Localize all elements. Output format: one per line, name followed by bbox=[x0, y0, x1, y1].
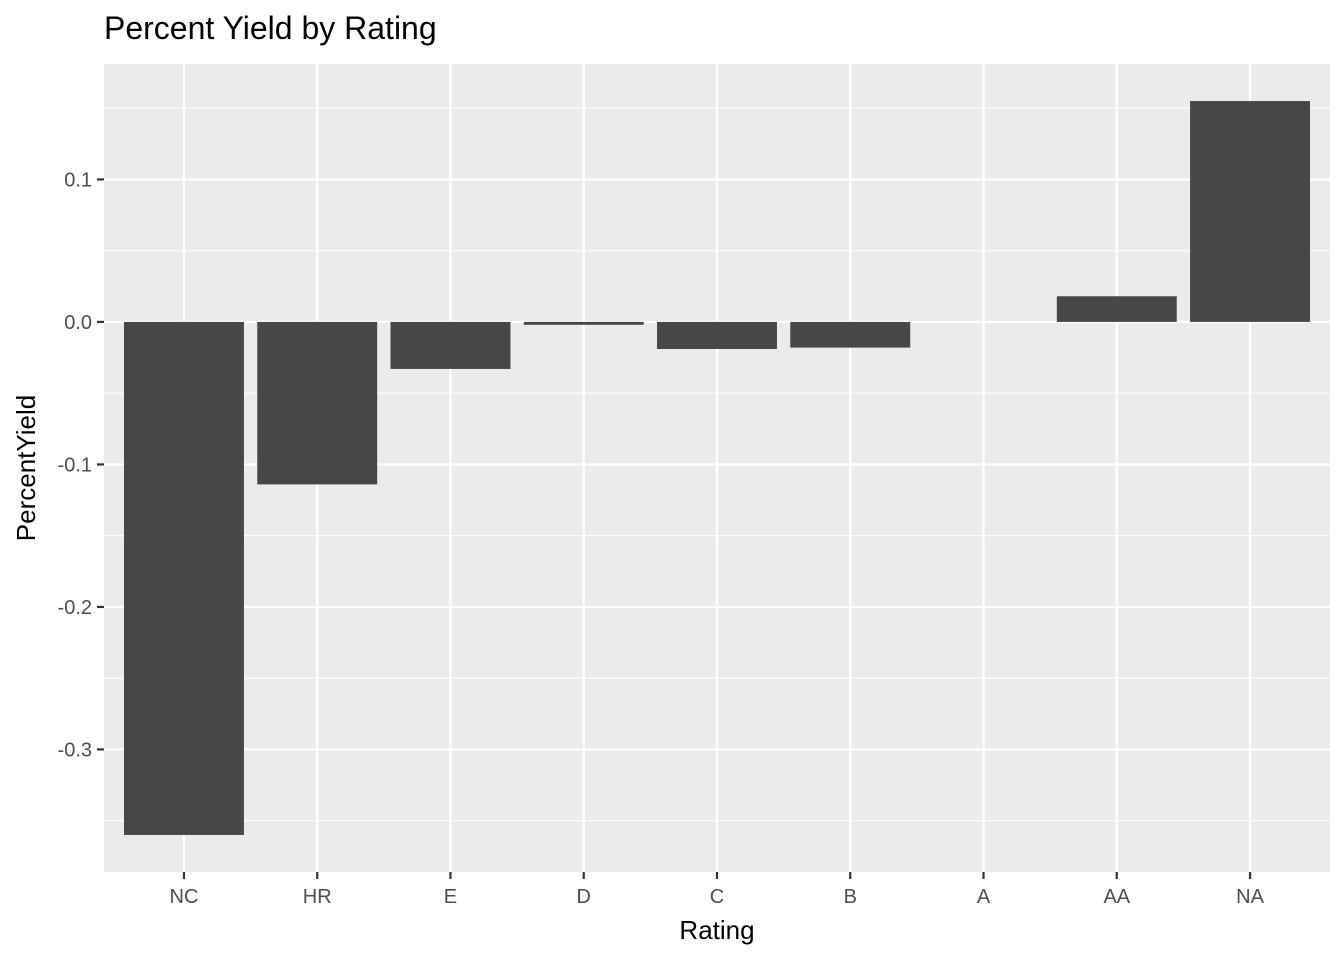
x-axis-title: Rating bbox=[679, 915, 754, 945]
x-tick-label: B bbox=[844, 886, 857, 908]
y-axis: 0.1 0.0 -0.1 -0.2 -0.3 bbox=[58, 169, 104, 761]
y-tick-label: -0.3 bbox=[58, 739, 92, 761]
x-tick-label: E bbox=[444, 886, 457, 908]
chart-title: Percent Yield by Rating bbox=[104, 10, 437, 46]
bar-b bbox=[790, 321, 911, 348]
y-tick-label: 0.1 bbox=[64, 169, 92, 191]
y-tick-label: -0.1 bbox=[58, 454, 92, 476]
bar-hr bbox=[257, 321, 378, 485]
bars bbox=[123, 101, 1311, 835]
bar-d bbox=[523, 321, 644, 325]
y-tick-label: 0.0 bbox=[64, 312, 92, 334]
y-axis-title: PercentYield bbox=[11, 395, 41, 541]
x-tick-label: C bbox=[710, 886, 724, 908]
bar-aa bbox=[1056, 296, 1177, 322]
x-tick-label: AA bbox=[1103, 886, 1130, 908]
x-tick-label: NA bbox=[1236, 886, 1264, 908]
x-tick-label: A bbox=[977, 886, 991, 908]
x-axis: NC HR E D C B A AA NA bbox=[170, 872, 1265, 908]
bar-nc bbox=[123, 321, 244, 835]
bar-e bbox=[390, 321, 511, 369]
bar-na bbox=[1190, 101, 1311, 322]
x-tick-label: NC bbox=[170, 886, 199, 908]
bar-c bbox=[657, 321, 777, 350]
y-tick-label: -0.2 bbox=[58, 597, 92, 619]
x-tick-label: HR bbox=[303, 886, 332, 908]
x-tick-label: D bbox=[577, 886, 591, 908]
